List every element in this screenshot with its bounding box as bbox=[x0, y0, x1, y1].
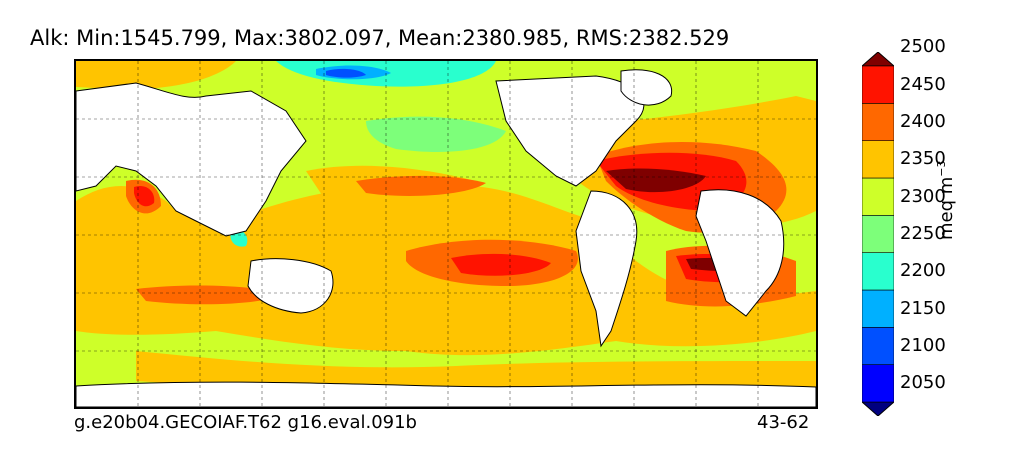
land-antarctica bbox=[76, 381, 816, 407]
colorbar-bin bbox=[862, 177, 894, 216]
colorbar-tick-label: 2050 bbox=[900, 372, 946, 394]
year-range-label: 43-62 bbox=[757, 412, 810, 433]
colorbar-bin bbox=[862, 103, 894, 141]
contour-2150-arctic bbox=[326, 68, 366, 78]
land-south-america bbox=[575, 190, 638, 348]
contour-2400-indian-s bbox=[136, 285, 286, 305]
contour-2450-south-pac bbox=[451, 253, 551, 276]
chart-title: Alk: Min:1545.799, Max:3802.097, Mean:23… bbox=[30, 26, 730, 50]
colorbar-tick-label: 2250 bbox=[900, 223, 946, 244]
contour-2400-eq-pac bbox=[356, 175, 486, 196]
colorbar-unit-main: meq m bbox=[936, 176, 957, 240]
colorbar-bin bbox=[862, 65, 894, 104]
colorbar-tick-label: 2150 bbox=[900, 297, 946, 319]
gridlines bbox=[76, 61, 816, 407]
colorbar-tick-label: 2500 bbox=[900, 36, 946, 58]
land-north-america bbox=[495, 75, 645, 187]
colorbar-tick-label: 2350 bbox=[900, 148, 946, 170]
land bbox=[76, 69, 816, 407]
contour-2350-arctic bbox=[76, 61, 236, 90]
contour-2450-arabian bbox=[134, 185, 155, 207]
colorbar-tick-label: 2450 bbox=[900, 73, 946, 95]
alkalinity-map bbox=[74, 59, 818, 409]
colorbar-extend-max bbox=[862, 52, 894, 67]
land-greenland bbox=[620, 69, 673, 106]
contour-2300-northpac bbox=[366, 116, 506, 152]
colorbar-tick-label: 2200 bbox=[900, 260, 946, 282]
land-australia bbox=[247, 258, 334, 314]
colorbar-tick-label: 2300 bbox=[900, 185, 946, 207]
colorbar-tick-label: 2400 bbox=[900, 111, 946, 132]
contour-2350-indian bbox=[76, 186, 196, 261]
colorbar-bin bbox=[862, 289, 894, 328]
run-id-label: g.e20b04.GECOIAF.T62 g16.eval.091b bbox=[74, 412, 417, 433]
colorbar-bin bbox=[862, 327, 894, 365]
colorbar bbox=[862, 52, 894, 416]
colorbar-tick-label: 2100 bbox=[900, 335, 946, 356]
colorbar-unit-label: meq m−3 bbox=[935, 160, 957, 240]
colorbar-bin bbox=[862, 215, 894, 253]
land-africa bbox=[695, 189, 785, 317]
contour-2500-atlantic-north bbox=[606, 168, 706, 193]
land-eurasia bbox=[76, 82, 307, 237]
colorbar-extend-min bbox=[862, 401, 894, 416]
colorbar-bin bbox=[862, 364, 894, 403]
colorbar-bin bbox=[862, 140, 894, 179]
colorbar-unit-exponent: −3 bbox=[935, 160, 948, 177]
colorbar-bin bbox=[862, 252, 894, 291]
